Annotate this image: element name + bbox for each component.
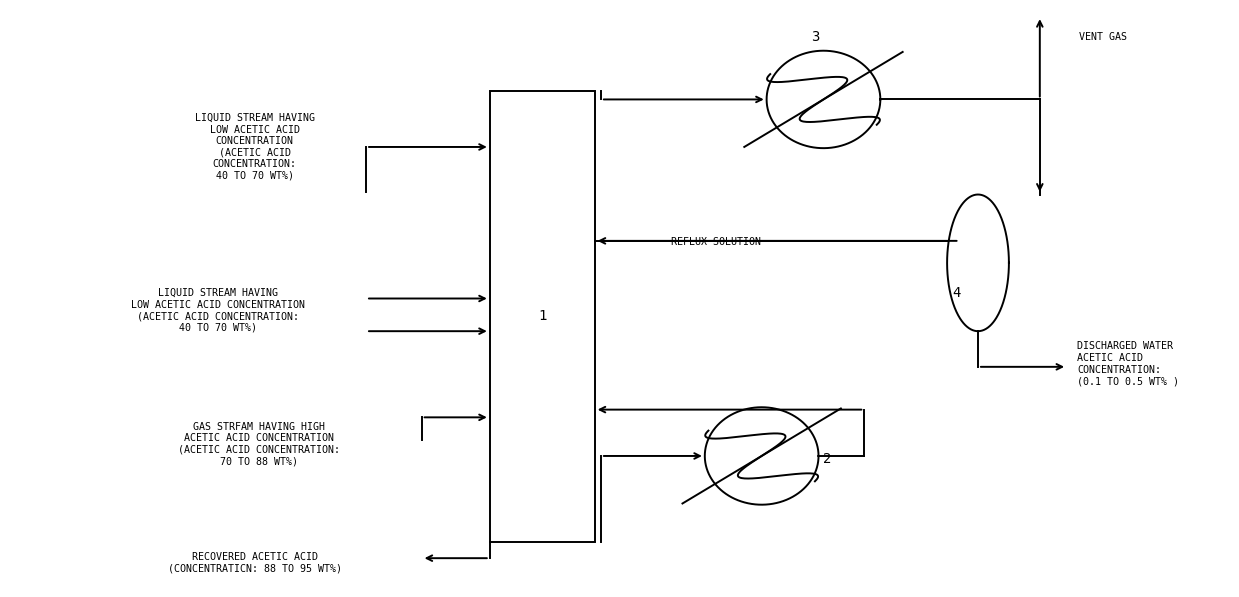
Text: REFLUX SOLUTION: REFLUX SOLUTION [672,237,761,247]
Bar [489,91,595,542]
Text: VENT GAS: VENT GAS [1079,32,1127,42]
Text: 3: 3 [810,30,819,44]
Text: DISCHARGED WATER
ACETIC ACID
CONCENTRATION:
(0.1 TO 0.5 WT% ): DISCHARGED WATER ACETIC ACID CONCENTRATI… [1077,341,1178,386]
Text: 1: 1 [538,309,546,324]
Text: 4: 4 [953,285,961,300]
Text: 2: 2 [823,452,831,466]
Text: GAS STRFAM HAVING HIGH
ACETIC ACID CONCENTRATION
(ACETIC ACID CONCENTRATION:
70 : GAS STRFAM HAVING HIGH ACETIC ACID CONCE… [177,421,339,466]
Text: LIQUID STREAM HAVING
LOW ACETIC ACID CONCENTRATION
(ACETIC ACID CONCENTRATION:
4: LIQUID STREAM HAVING LOW ACETIC ACID CON… [131,288,305,333]
Text: LIQUID STREAM HAVING
LOW ACETIC ACID
CONCENTRATION
(ACETIC ACID
CONCENTRATION:
4: LIQUID STREAM HAVING LOW ACETIC ACID CON… [195,113,315,181]
Text: RECOVERED ACETIC ACID
(CONCENTRATICN: 88 TO 95 WT%): RECOVERED ACETIC ACID (CONCENTRATICN: 88… [167,552,342,574]
